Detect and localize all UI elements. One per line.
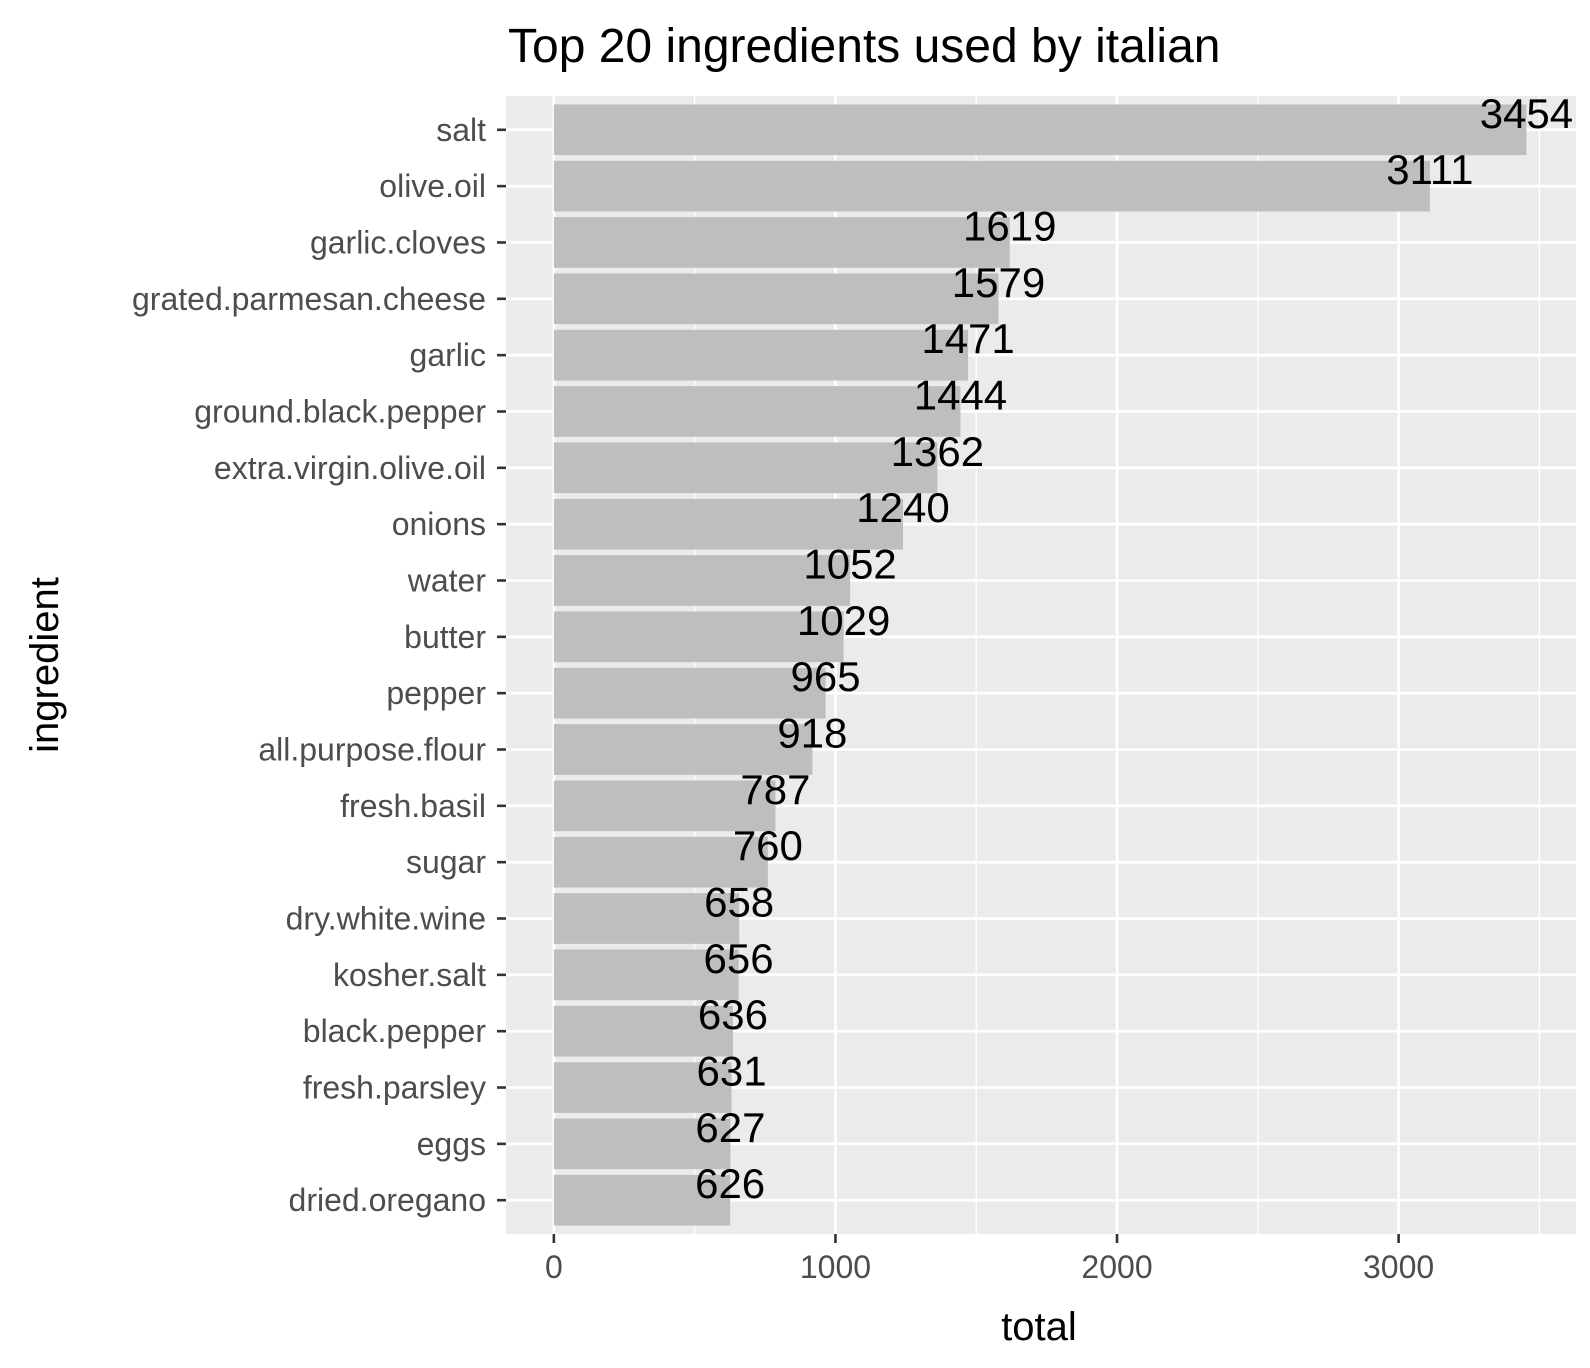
x-axis: 0 1000 2000 3000 bbox=[545, 1234, 1434, 1285]
y-tick-label: dried.oregano bbox=[289, 1182, 486, 1218]
bar-grated.parmesan.cheese bbox=[553, 273, 999, 325]
bar-sugar bbox=[553, 836, 768, 888]
y-tick-label: dry.white.wine bbox=[286, 901, 486, 937]
bar-garlic bbox=[553, 329, 969, 381]
data-label: 1444 bbox=[914, 371, 1007, 418]
bar-black.pepper bbox=[553, 1005, 733, 1057]
y-axis-title: ingredient bbox=[23, 577, 67, 753]
y-tick-label: pepper bbox=[386, 675, 486, 711]
x-tick-label: 1000 bbox=[800, 1249, 871, 1285]
x-tick-label: 3000 bbox=[1363, 1249, 1434, 1285]
data-label: 1029 bbox=[797, 597, 890, 644]
bar-ground.black.pepper bbox=[553, 386, 961, 437]
y-tick-label: fresh.parsley bbox=[303, 1070, 486, 1106]
y-tick-label: butter bbox=[404, 619, 486, 655]
y-tick-label: fresh.basil bbox=[340, 788, 486, 824]
bar-eggs bbox=[553, 1118, 731, 1170]
y-tick-label: black.pepper bbox=[303, 1013, 487, 1049]
data-label: 1240 bbox=[856, 484, 949, 531]
data-label: 626 bbox=[695, 1160, 765, 1207]
bar-butter bbox=[553, 611, 844, 663]
bar-pepper bbox=[553, 667, 826, 719]
data-label: 636 bbox=[698, 991, 768, 1038]
bar-fresh.basil bbox=[553, 780, 776, 832]
bar-dried.oregano bbox=[553, 1174, 731, 1226]
data-label: 1052 bbox=[803, 540, 896, 587]
y-tick-label: olive.oil bbox=[379, 168, 486, 204]
y-tick-label: onions bbox=[392, 506, 486, 542]
data-label: 787 bbox=[740, 766, 810, 813]
y-tick-label: extra.virgin.olive.oil bbox=[214, 450, 486, 486]
y-tick-label: garlic bbox=[410, 337, 486, 373]
data-label: 3111 bbox=[1386, 146, 1473, 193]
bar-onions bbox=[553, 498, 904, 550]
data-label: 631 bbox=[697, 1048, 767, 1095]
data-label: 656 bbox=[704, 935, 774, 982]
bars bbox=[553, 104, 1527, 1226]
y-tick-label: salt bbox=[436, 112, 486, 148]
bar-kosher.salt bbox=[553, 949, 739, 1001]
y-tick-label: sugar bbox=[406, 844, 486, 880]
data-label: 3454 bbox=[1480, 90, 1573, 137]
y-axis: salt olive.oil garlic.cloves grated.parmesa… bbox=[132, 112, 506, 1218]
data-label: 1362 bbox=[891, 428, 984, 475]
data-label: 760 bbox=[733, 822, 803, 869]
bar-garlic.cloves bbox=[553, 217, 1010, 268]
bar-fresh.parsley bbox=[553, 1062, 732, 1113]
chart-title: Top 20 ingredients used by italian bbox=[508, 20, 1220, 73]
data-label: 918 bbox=[777, 710, 847, 757]
y-tick-label: all.purpose.flour bbox=[258, 732, 486, 768]
y-tick-label: water bbox=[407, 562, 487, 598]
bar-water bbox=[553, 555, 851, 606]
data-label: 965 bbox=[791, 653, 861, 700]
data-label: 1579 bbox=[952, 259, 1045, 306]
data-label: 1619 bbox=[963, 202, 1056, 249]
bar-extra.virgin.olive.oil bbox=[553, 442, 938, 494]
data-label: 1471 bbox=[921, 315, 1014, 362]
x-tick-label: 0 bbox=[545, 1249, 563, 1285]
data-label: 658 bbox=[704, 879, 774, 926]
data-label: 627 bbox=[695, 1104, 765, 1151]
y-tick-label: eggs bbox=[417, 1126, 486, 1162]
bar-all.purpose.flour bbox=[553, 724, 813, 775]
x-axis-title: total bbox=[1001, 1305, 1077, 1349]
y-tick-label: grated.parmesan.cheese bbox=[132, 281, 486, 317]
y-tick-label: ground.black.pepper bbox=[194, 393, 486, 429]
y-tick-label: garlic.cloves bbox=[310, 224, 486, 260]
x-tick-label: 2000 bbox=[1081, 1249, 1152, 1285]
bar-dry.white.wine bbox=[553, 893, 740, 944]
bar-olive.oil bbox=[553, 160, 1430, 212]
bar-salt bbox=[553, 104, 1527, 156]
y-tick-label: kosher.salt bbox=[333, 957, 486, 993]
